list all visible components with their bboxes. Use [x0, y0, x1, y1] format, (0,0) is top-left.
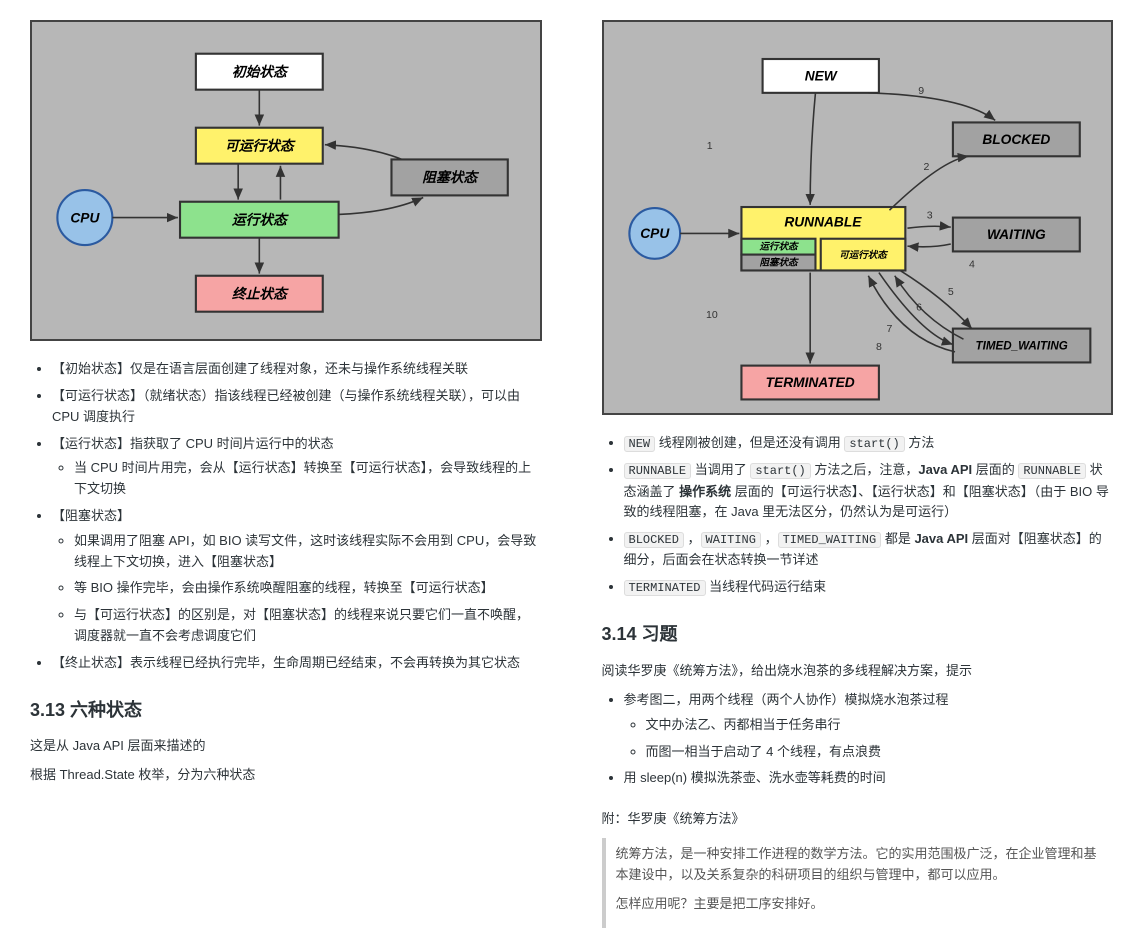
edge-label-8: 8	[875, 341, 881, 353]
code-token: RUNNABLE	[1018, 463, 1086, 479]
code-token: NEW	[624, 436, 656, 452]
list-item: 【可运行状态】（就绪状态）指该线程已经被创建（与操作系统线程关联），可以由 CP…	[52, 386, 542, 428]
node-run-sub-label: 运行状态	[759, 241, 799, 253]
node-running-label: 运行状态	[232, 212, 289, 227]
node-waiting-label: WAITING	[986, 227, 1045, 242]
node-blocked-2-label: BLOCKED	[982, 132, 1050, 147]
node-new-label: NEW	[804, 69, 837, 84]
code-token: BLOCKED	[624, 532, 684, 548]
quote-block: 统筹方法，是一种安排工作进程的数学方法。它的实用范围极广泛，在企业管理和基本建设…	[602, 838, 1114, 928]
left-p2: 根据 Thread.State 枚举，分为六种状态	[30, 765, 542, 786]
cpu-label: CPU	[70, 210, 100, 225]
right-bullets-2: 参考图二，用两个线程（两个人协作）模拟烧水泡茶过程文中办法乙、丙都相当于任务串行…	[602, 690, 1114, 789]
list-item: 而图一相当于启动了 4 个线程，有点浪费	[646, 742, 1114, 763]
list-item: 文中办法乙、丙都相当于任务串行	[646, 715, 1114, 736]
edge-label-10: 10	[705, 309, 717, 321]
list-item: 如果调用了阻塞 API，如 BIO 读写文件，这时该线程实际不会用到 CPU，会…	[74, 531, 542, 573]
list-item: 【终止状态】表示线程已经执行完毕，生命周期已经结束，不会再转换为其它状态	[52, 653, 542, 674]
bold-text: 操作系统	[679, 484, 731, 499]
node-term-2-label: TERMINATED	[765, 375, 854, 390]
right-p1: 阅读华罗庚《统筹方法》，给出烧水泡茶的多线程解决方案，提示	[602, 661, 1114, 682]
section-3-14-heading: 3.14 习题	[602, 620, 1114, 649]
list-item: TERMINATED 当线程代码运行结束	[624, 577, 1114, 598]
edge-label-4: 4	[968, 258, 974, 270]
node-timed-label: TIMED_WAITING	[975, 340, 1067, 353]
edge-label-6: 6	[916, 302, 922, 314]
node-block-sub-label: 阻塞状态	[759, 257, 799, 269]
six-state-diagram: CPU NEW BLOCKED RUNNABLE 运行状态 阻塞状态 可运行状态…	[602, 20, 1114, 415]
list-item: 当 CPU 时间片用完，会从【运行状态】转换至【可运行状态】，会导致线程的上下文…	[74, 458, 542, 500]
list-item: 【阻塞状态】如果调用了阻塞 API，如 BIO 读写文件，这时该线程实际不会用到…	[52, 506, 542, 647]
list-item: 等 BIO 操作完毕，会由操作系统唤醒阻塞的线程，转换至【可运行状态】	[74, 578, 542, 599]
node-runnable-label: 可运行状态	[225, 138, 296, 153]
list-item: 参考图二，用两个线程（两个人协作）模拟烧水泡茶过程文中办法乙、丙都相当于任务串行…	[624, 690, 1114, 762]
quote-line-1: 统筹方法，是一种安排工作进程的数学方法。它的实用范围极广泛，在企业管理和基本建设…	[616, 844, 1104, 886]
list-item: BLOCKED ，WAITING ，TIMED_WAITING 都是 Java …	[624, 529, 1114, 571]
code-token: start()	[844, 436, 904, 452]
list-item: NEW 线程刚被创建，但是还没有调用 start() 方法	[624, 433, 1114, 454]
right-column: CPU NEW BLOCKED RUNNABLE 运行状态 阻塞状态 可运行状态…	[602, 20, 1114, 928]
edge-label-7: 7	[886, 323, 892, 335]
section-3-13-heading: 3.13 六种状态	[30, 696, 542, 725]
node-runnable-2-label: RUNNABLE	[784, 215, 862, 230]
code-token: TIMED_WAITING	[778, 532, 882, 548]
code-token: start()	[750, 463, 810, 479]
cpu-label-2: CPU	[640, 226, 670, 241]
edge-label-1: 1	[706, 140, 712, 152]
list-item: 【初始状态】仅是在语言层面创建了线程对象，还未与操作系统线程关联	[52, 359, 542, 380]
node-ready-sub-label: 可运行状态	[839, 249, 888, 261]
code-token: RUNNABLE	[624, 463, 692, 479]
edge-label-5: 5	[947, 286, 953, 298]
list-item: 用 sleep(n) 模拟洗茶壶、洗水壶等耗费的时间	[624, 768, 1114, 789]
node-term-label: 终止状态	[232, 286, 289, 301]
five-state-diagram: CPU 初始状态 可运行状态 运行状态 阻塞状态 终止状态	[30, 20, 542, 341]
list-item: 【运行状态】指获取了 CPU 时间片运行中的状态当 CPU 时间片用完，会从【运…	[52, 434, 542, 500]
right-bullets: NEW 线程刚被创建，但是还没有调用 start() 方法 RUNNABLE 当调…	[602, 433, 1114, 598]
left-bullets: 【初始状态】仅是在语言层面创建了线程对象，还未与操作系统线程关联【可运行状态】（…	[30, 359, 542, 673]
code-token: TERMINATED	[624, 580, 706, 596]
left-column: CPU 初始状态 可运行状态 运行状态 阻塞状态 终止状态 【初始	[30, 20, 542, 928]
quote-line-2: 怎样应用呢？主要是把工序安排好。	[616, 894, 1104, 915]
node-blocked-label: 阻塞状态	[422, 170, 479, 185]
bold-text: Java API	[918, 462, 972, 477]
node-init-label: 初始状态	[232, 64, 289, 79]
code-token: WAITING	[701, 532, 761, 548]
edge-label-9: 9	[918, 85, 924, 97]
list-item: 与【可运行状态】的区别是，对【阻塞状态】的线程来说只要它们一直不唤醒，调度器就一…	[74, 605, 542, 647]
left-p1: 这是从 Java API 层面来描述的	[30, 736, 542, 757]
edge-label-3: 3	[926, 210, 932, 222]
right-p2: 附：华罗庚《统筹方法》	[602, 809, 1114, 830]
edge-label-2: 2	[923, 161, 929, 173]
list-item: RUNNABLE 当调用了 start() 方法之后，注意，Java API 层…	[624, 460, 1114, 523]
bold-text: Java API	[914, 531, 968, 546]
